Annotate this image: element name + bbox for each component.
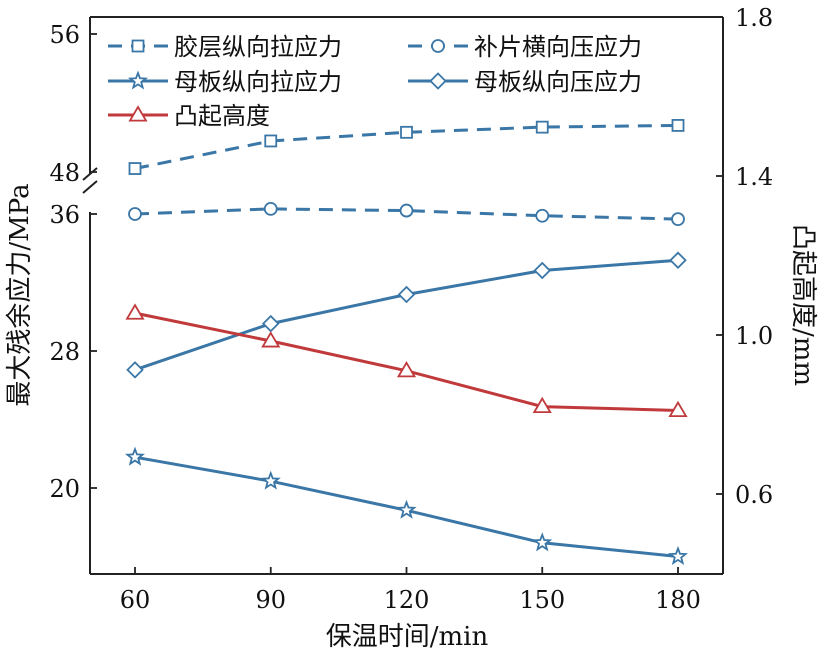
data-point bbox=[532, 532, 553, 552]
series-2 bbox=[124, 446, 689, 566]
data-point bbox=[668, 400, 688, 418]
data-point bbox=[128, 207, 142, 221]
series-line bbox=[134, 258, 679, 372]
y-right-tick-label: 0.6 bbox=[735, 481, 773, 509]
data-point bbox=[396, 499, 417, 519]
data-point bbox=[260, 470, 281, 490]
x-tick-label: 180 bbox=[655, 586, 701, 614]
legend-label: 胶层纵向拉应力 bbox=[174, 33, 342, 61]
legend-item: 胶层纵向拉应力 bbox=[108, 33, 342, 61]
data-point bbox=[669, 251, 687, 270]
data-point bbox=[535, 120, 549, 134]
data-point bbox=[261, 314, 280, 333]
data-point bbox=[400, 125, 413, 139]
data-point bbox=[128, 162, 142, 175]
series-0 bbox=[128, 119, 685, 175]
data-point bbox=[126, 361, 144, 379]
data-point bbox=[261, 331, 281, 348]
data-point bbox=[667, 545, 689, 566]
data-point bbox=[397, 285, 416, 304]
legend-item: 补片横向压应力 bbox=[408, 33, 642, 61]
x-tick-label: 120 bbox=[384, 586, 430, 614]
y-right-tick-label: 1.8 bbox=[735, 4, 773, 32]
x-axis-label: 保温时间/min bbox=[326, 622, 489, 652]
y-left-tick-label: 28 bbox=[49, 338, 80, 366]
series-1 bbox=[128, 201, 685, 227]
legend-label: 母板纵向拉应力 bbox=[174, 68, 342, 96]
y-right-tick-label: 1.0 bbox=[735, 322, 773, 350]
y-axis-right-label: 凸起高度/mm bbox=[788, 224, 818, 386]
y-left-tick-label: 48 bbox=[49, 159, 80, 187]
axis-break-mark bbox=[82, 167, 98, 181]
legend-marker bbox=[431, 39, 445, 53]
legend-label: 补片横向压应力 bbox=[474, 33, 642, 61]
legend-marker bbox=[127, 70, 149, 90]
data-point bbox=[124, 446, 146, 466]
y-left-tick-label: 20 bbox=[49, 475, 80, 503]
legend-item: 母板纵向压应力 bbox=[408, 68, 642, 96]
ticks-layer: 60 90 120 150 180 20 28 36 48 56 0.6 1.0 1.4 1.8 bbox=[49, 4, 773, 614]
y-left-tick-label: 36 bbox=[49, 201, 80, 229]
series-line bbox=[134, 123, 679, 170]
data-point bbox=[263, 201, 278, 216]
data-point bbox=[396, 360, 417, 378]
legend-label: 凸起高度 bbox=[174, 102, 270, 130]
legend-label: 母板纵向压应力 bbox=[474, 68, 642, 96]
data-point bbox=[125, 303, 145, 320]
data-point bbox=[264, 134, 278, 148]
data-point bbox=[533, 261, 552, 280]
legend-item: 凸起高度 bbox=[108, 102, 270, 130]
data-point bbox=[671, 119, 685, 132]
legend-marker bbox=[131, 39, 145, 53]
data-point bbox=[535, 208, 550, 223]
axis-break-mark bbox=[82, 180, 98, 194]
legend-marker bbox=[429, 72, 447, 90]
x-tick-label: 150 bbox=[519, 586, 565, 614]
y-axis-left-label: 最大残余应力/MPa bbox=[5, 183, 35, 406]
data-point bbox=[399, 203, 414, 218]
data-point bbox=[532, 396, 552, 414]
plot-layer bbox=[82, 16, 724, 575]
y-left-tick-label: 56 bbox=[49, 21, 80, 49]
series-3 bbox=[126, 251, 687, 379]
data-point bbox=[671, 212, 685, 227]
x-tick-label: 90 bbox=[255, 586, 286, 614]
legend-item: 母板纵向拉应力 bbox=[108, 68, 342, 96]
legend-marker bbox=[128, 105, 148, 122]
y-right-tick-label: 1.4 bbox=[735, 163, 773, 191]
series-layer bbox=[124, 119, 689, 566]
x-tick-label: 60 bbox=[120, 586, 151, 614]
series-4 bbox=[125, 303, 688, 418]
